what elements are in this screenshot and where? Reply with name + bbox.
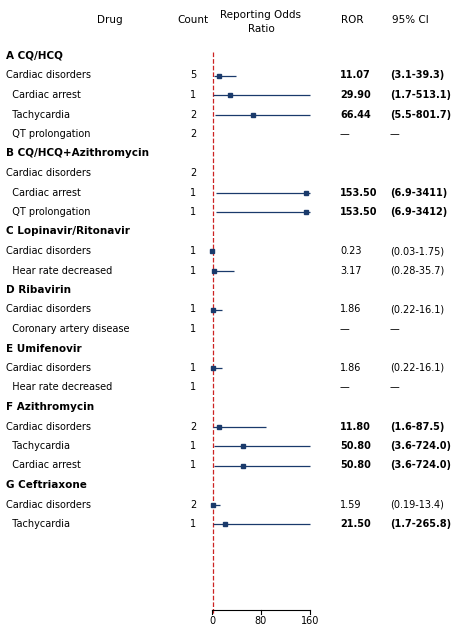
Text: (0.28-35.7): (0.28-35.7) — [390, 265, 444, 276]
Text: 50.80: 50.80 — [340, 441, 371, 451]
Text: (3.6-724.0): (3.6-724.0) — [390, 461, 451, 470]
Text: (1.6-87.5): (1.6-87.5) — [390, 422, 444, 431]
Text: (5.5-801.7): (5.5-801.7) — [390, 110, 451, 119]
Text: (1.7-513.1): (1.7-513.1) — [390, 90, 451, 100]
Text: 1: 1 — [190, 265, 196, 276]
Text: 2: 2 — [190, 110, 196, 119]
Text: Cardiac disorders: Cardiac disorders — [6, 304, 91, 315]
Text: 2: 2 — [190, 168, 196, 178]
Text: 11.07: 11.07 — [340, 71, 371, 80]
Text: Cardiac disorders: Cardiac disorders — [6, 422, 91, 431]
Text: QT prolongation: QT prolongation — [6, 129, 91, 139]
Text: 3.17: 3.17 — [340, 265, 362, 276]
Text: Cardiac disorders: Cardiac disorders — [6, 500, 91, 510]
Text: 1: 1 — [190, 304, 196, 315]
Text: 1.86: 1.86 — [340, 363, 361, 373]
Text: 95% CI: 95% CI — [392, 15, 428, 25]
Text: 160: 160 — [301, 616, 319, 626]
Text: —: — — [390, 383, 400, 392]
Text: Tachycardia: Tachycardia — [6, 441, 70, 451]
Text: A CQ/HCQ: A CQ/HCQ — [6, 51, 63, 61]
Text: Cardiac arrest: Cardiac arrest — [6, 188, 81, 198]
Text: 1.59: 1.59 — [340, 500, 362, 510]
Text: Count: Count — [177, 15, 209, 25]
Text: Reporting Odds: Reporting Odds — [220, 10, 301, 20]
Text: 0: 0 — [209, 616, 215, 626]
Text: 1: 1 — [190, 461, 196, 470]
Text: 2: 2 — [190, 422, 196, 431]
Text: 80: 80 — [255, 616, 267, 626]
Text: E Umifenovir: E Umifenovir — [6, 343, 82, 353]
Text: —: — — [340, 324, 350, 334]
Text: Tachycardia: Tachycardia — [6, 519, 70, 529]
Text: Cardiac disorders: Cardiac disorders — [6, 363, 91, 373]
Text: 153.50: 153.50 — [340, 207, 377, 217]
Text: 1: 1 — [190, 363, 196, 373]
Text: 1: 1 — [190, 207, 196, 217]
Text: 1: 1 — [190, 188, 196, 198]
Text: Ratio: Ratio — [247, 24, 274, 34]
Text: (0.22-16.1): (0.22-16.1) — [390, 363, 444, 373]
Text: (0.22-16.1): (0.22-16.1) — [390, 304, 444, 315]
Text: —: — — [340, 383, 350, 392]
Text: —: — — [390, 129, 400, 139]
Text: 66.44: 66.44 — [340, 110, 371, 119]
Text: Cardiac disorders: Cardiac disorders — [6, 71, 91, 80]
Text: Hear rate decreased: Hear rate decreased — [6, 383, 112, 392]
Text: F Azithromycin: F Azithromycin — [6, 402, 94, 412]
Text: Cardiac arrest: Cardiac arrest — [6, 90, 81, 100]
Text: (3.1-39.3): (3.1-39.3) — [390, 71, 444, 80]
Text: 1: 1 — [190, 441, 196, 451]
Text: 1: 1 — [190, 383, 196, 392]
Text: (3.6-724.0): (3.6-724.0) — [390, 441, 451, 451]
Text: 1: 1 — [190, 519, 196, 529]
Text: Drug: Drug — [97, 15, 123, 25]
Text: (1.7-265.8): (1.7-265.8) — [390, 519, 451, 529]
Text: 1.86: 1.86 — [340, 304, 361, 315]
Text: 1: 1 — [190, 324, 196, 334]
Text: (0.03-1.75): (0.03-1.75) — [390, 246, 444, 256]
Text: Hear rate decreased: Hear rate decreased — [6, 265, 112, 276]
Text: Cardiac disorders: Cardiac disorders — [6, 168, 91, 178]
Text: 5: 5 — [190, 71, 196, 80]
Text: 50.80: 50.80 — [340, 461, 371, 470]
Text: 1: 1 — [190, 246, 196, 256]
Text: D Ribavirin: D Ribavirin — [6, 285, 71, 295]
Text: 2: 2 — [190, 500, 196, 510]
Text: 29.90: 29.90 — [340, 90, 371, 100]
Text: 2: 2 — [190, 129, 196, 139]
Text: G Ceftriaxone: G Ceftriaxone — [6, 480, 87, 490]
Text: —: — — [340, 129, 350, 139]
Text: (6.9-3412): (6.9-3412) — [390, 207, 447, 217]
Text: 0.23: 0.23 — [340, 246, 362, 256]
Text: 1: 1 — [190, 90, 196, 100]
Text: (0.19-13.4): (0.19-13.4) — [390, 500, 444, 510]
Text: Cardiac arrest: Cardiac arrest — [6, 461, 81, 470]
Text: (6.9-3411): (6.9-3411) — [390, 188, 447, 198]
Text: ROR: ROR — [341, 15, 363, 25]
Text: 11.80: 11.80 — [340, 422, 371, 431]
Text: 153.50: 153.50 — [340, 188, 377, 198]
Text: QT prolongation: QT prolongation — [6, 207, 91, 217]
Text: Cardiac disorders: Cardiac disorders — [6, 246, 91, 256]
Text: C Lopinavir/Ritonavir: C Lopinavir/Ritonavir — [6, 226, 130, 237]
Text: Tachycardia: Tachycardia — [6, 110, 70, 119]
Text: 21.50: 21.50 — [340, 519, 371, 529]
Text: —: — — [390, 324, 400, 334]
Text: B CQ/HCQ+Azithromycin: B CQ/HCQ+Azithromycin — [6, 149, 149, 158]
Text: Coronary artery disease: Coronary artery disease — [6, 324, 129, 334]
